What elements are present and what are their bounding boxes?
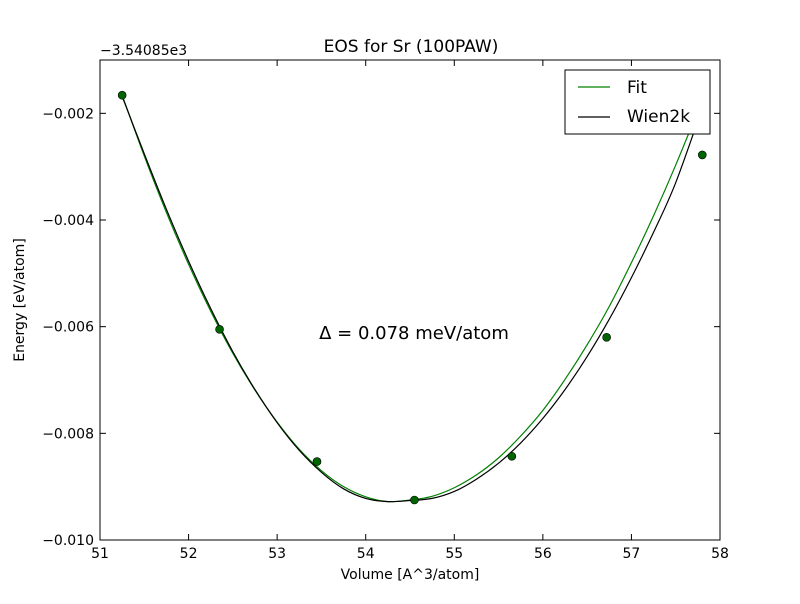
data-point — [215, 325, 224, 334]
y-tick-label: −0.010 — [42, 533, 94, 549]
x-tick-label: 58 — [711, 546, 729, 562]
axes-frame — [99, 59, 721, 541]
y-tick-label: −0.004 — [42, 213, 94, 229]
x-tick-label: 57 — [623, 546, 641, 562]
legend-label-fit: Fit — [627, 78, 647, 98]
data-point — [117, 90, 127, 100]
y-tick-label: −0.006 — [42, 320, 94, 336]
chart-title: EOS for Sr (100PAW) — [324, 37, 499, 57]
y-tick-label: −0.008 — [42, 426, 94, 442]
y-tick-label: −0.002 — [42, 106, 94, 122]
x-tick-label: 52 — [180, 546, 198, 562]
legend: Fit Wien2k — [564, 69, 711, 135]
data-point — [410, 495, 419, 505]
x-tick-label: 51 — [91, 546, 109, 562]
data-point — [507, 451, 517, 461]
plot-area — [117, 90, 707, 505]
delta-annotation: Δ = 0.078 meV/atom — [319, 323, 509, 344]
x-tick-label: 56 — [534, 546, 552, 562]
data-point — [312, 457, 322, 466]
series-line-wien2k — [121, 96, 703, 503]
data-point — [697, 150, 707, 160]
axis-ticks: 51 52 53 54 55 56 57 58 −0.010 −0.008 −0.006 −0.004… — [42, 60, 729, 562]
x-tick-label: 54 — [357, 546, 375, 562]
x-tick-label: 55 — [445, 546, 463, 562]
x-axis-label: Volume [A^3/atom] — [341, 567, 480, 583]
legend-box — [564, 69, 711, 135]
data-point — [602, 333, 611, 342]
y-axis-offset-label: −3.54085e3 — [100, 43, 187, 59]
x-tick-label: 53 — [268, 546, 286, 562]
legend-label-wien2k: Wien2k — [627, 107, 690, 127]
y-axis-label: Energy [eV/atom] — [12, 238, 28, 362]
